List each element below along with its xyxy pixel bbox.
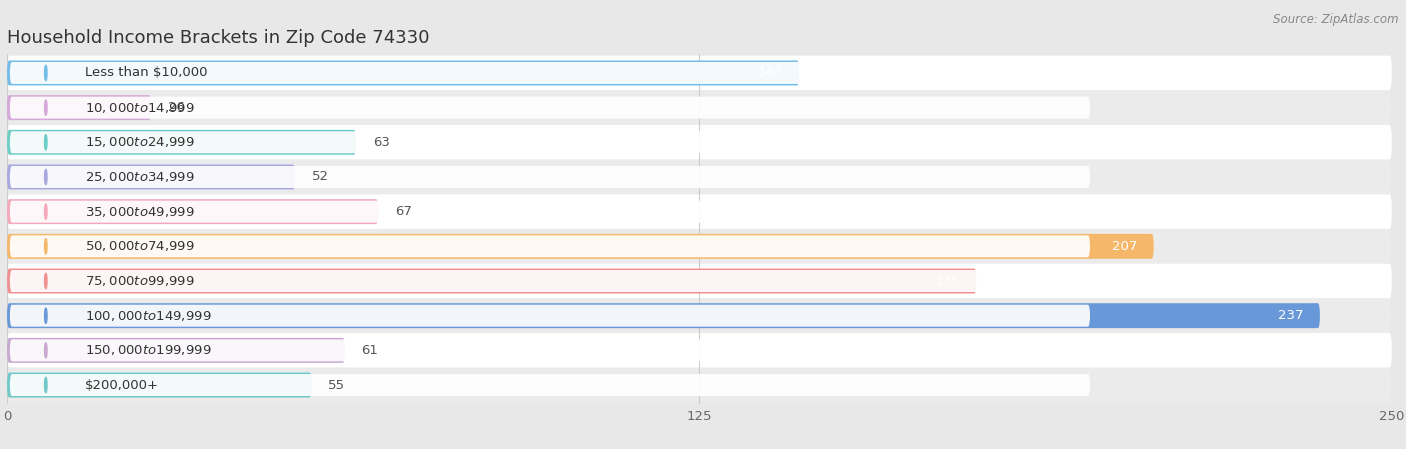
FancyBboxPatch shape <box>10 374 1090 396</box>
FancyBboxPatch shape <box>7 338 344 363</box>
Circle shape <box>45 169 46 185</box>
FancyBboxPatch shape <box>7 61 799 85</box>
Text: $10,000 to $14,999: $10,000 to $14,999 <box>84 101 194 114</box>
Text: 67: 67 <box>395 205 412 218</box>
Text: Household Income Brackets in Zip Code 74330: Household Income Brackets in Zip Code 74… <box>7 29 429 47</box>
FancyBboxPatch shape <box>7 194 1392 229</box>
FancyBboxPatch shape <box>7 95 150 120</box>
Circle shape <box>45 100 46 115</box>
Text: $150,000 to $199,999: $150,000 to $199,999 <box>84 343 211 357</box>
Text: $25,000 to $34,999: $25,000 to $34,999 <box>84 170 194 184</box>
Circle shape <box>45 204 46 219</box>
Circle shape <box>45 65 46 80</box>
FancyBboxPatch shape <box>10 339 1090 361</box>
Circle shape <box>45 135 46 150</box>
Text: $15,000 to $24,999: $15,000 to $24,999 <box>84 135 194 150</box>
Text: 52: 52 <box>312 171 329 184</box>
Text: 55: 55 <box>329 379 346 392</box>
Circle shape <box>45 308 46 323</box>
FancyBboxPatch shape <box>10 97 1090 119</box>
Text: $35,000 to $49,999: $35,000 to $49,999 <box>84 205 194 219</box>
Text: 175: 175 <box>935 274 960 287</box>
FancyBboxPatch shape <box>10 270 1090 292</box>
Text: Less than $10,000: Less than $10,000 <box>84 66 207 79</box>
FancyBboxPatch shape <box>7 130 356 155</box>
Text: $75,000 to $99,999: $75,000 to $99,999 <box>84 274 194 288</box>
FancyBboxPatch shape <box>7 199 378 224</box>
Text: $50,000 to $74,999: $50,000 to $74,999 <box>84 239 194 253</box>
FancyBboxPatch shape <box>7 373 312 397</box>
FancyBboxPatch shape <box>7 298 1392 333</box>
FancyBboxPatch shape <box>7 125 1392 160</box>
FancyBboxPatch shape <box>7 368 1392 402</box>
FancyBboxPatch shape <box>7 160 1392 194</box>
Text: 143: 143 <box>758 66 783 79</box>
Text: 63: 63 <box>373 136 389 149</box>
FancyBboxPatch shape <box>7 229 1392 264</box>
Text: 61: 61 <box>361 344 378 357</box>
FancyBboxPatch shape <box>7 333 1392 368</box>
Circle shape <box>45 378 46 393</box>
FancyBboxPatch shape <box>10 166 1090 188</box>
Circle shape <box>45 273 46 289</box>
FancyBboxPatch shape <box>7 56 1392 90</box>
FancyBboxPatch shape <box>7 264 1392 298</box>
Text: $100,000 to $149,999: $100,000 to $149,999 <box>84 308 211 323</box>
Circle shape <box>45 239 46 254</box>
FancyBboxPatch shape <box>10 62 1090 84</box>
FancyBboxPatch shape <box>7 303 1320 328</box>
Text: 26: 26 <box>167 101 184 114</box>
FancyBboxPatch shape <box>7 234 1154 259</box>
Text: 237: 237 <box>1278 309 1303 322</box>
FancyBboxPatch shape <box>10 235 1090 257</box>
FancyBboxPatch shape <box>10 201 1090 223</box>
Circle shape <box>45 343 46 358</box>
FancyBboxPatch shape <box>7 269 976 294</box>
FancyBboxPatch shape <box>7 164 295 189</box>
FancyBboxPatch shape <box>10 305 1090 327</box>
FancyBboxPatch shape <box>7 90 1392 125</box>
Text: 207: 207 <box>1112 240 1137 253</box>
Text: $200,000+: $200,000+ <box>84 379 159 392</box>
Text: Source: ZipAtlas.com: Source: ZipAtlas.com <box>1274 13 1399 26</box>
FancyBboxPatch shape <box>10 131 1090 153</box>
